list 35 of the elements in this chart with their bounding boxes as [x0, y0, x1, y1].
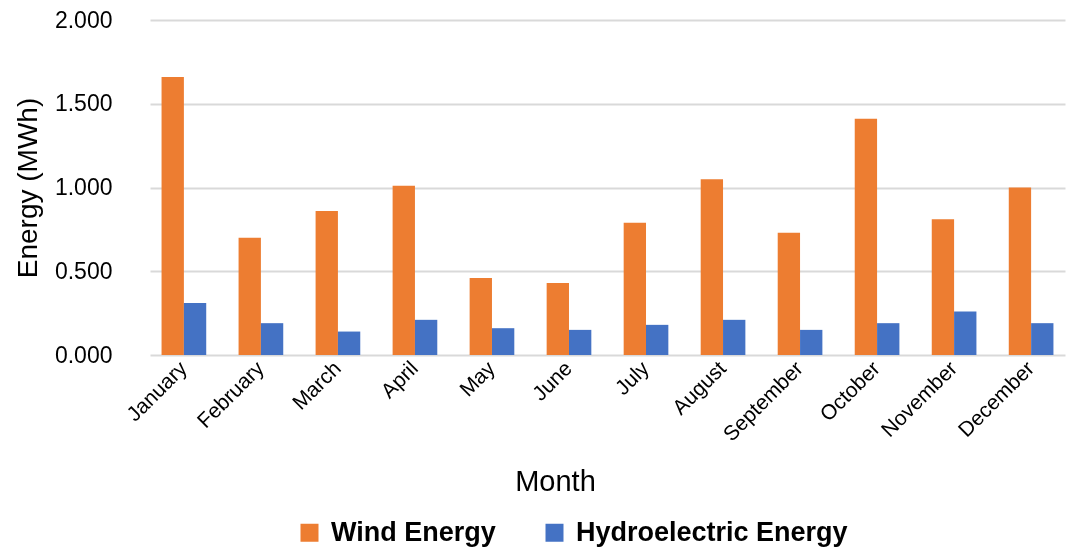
bar — [546, 282, 569, 355]
bar — [877, 323, 900, 355]
bar — [315, 210, 338, 355]
bar — [646, 324, 669, 355]
bar — [183, 303, 207, 355]
y-tick-label: 0.500 — [54, 257, 113, 284]
x-axis-title: Month — [515, 464, 596, 497]
legend-label: Hydroelectric Energy — [576, 516, 848, 547]
bar — [1008, 187, 1032, 355]
bar — [414, 319, 438, 355]
bar — [469, 277, 492, 355]
x-tick-label: July — [610, 355, 654, 399]
y-axis-title: Energy (MWh) — [11, 97, 43, 279]
bar — [568, 329, 592, 355]
bar — [723, 319, 746, 355]
bar — [854, 118, 878, 355]
y-tick-label: 0.000 — [54, 341, 113, 368]
y-tick-label: 1.000 — [54, 174, 113, 200]
bar — [392, 185, 415, 355]
y-tick-label: 1.500 — [54, 90, 113, 117]
bar — [777, 232, 801, 355]
bar — [260, 323, 284, 355]
bar — [161, 76, 184, 355]
bar — [954, 311, 977, 355]
bar — [238, 237, 261, 355]
bar — [700, 179, 724, 355]
x-tick-label: May — [454, 355, 500, 401]
bar — [491, 328, 515, 355]
bar — [800, 329, 823, 355]
bar — [931, 219, 955, 355]
bar — [337, 331, 361, 355]
y-tick-label: 2.000 — [54, 6, 113, 33]
bar — [1031, 323, 1054, 355]
bar — [623, 222, 647, 355]
legend-label: Wind Energy — [331, 516, 496, 547]
